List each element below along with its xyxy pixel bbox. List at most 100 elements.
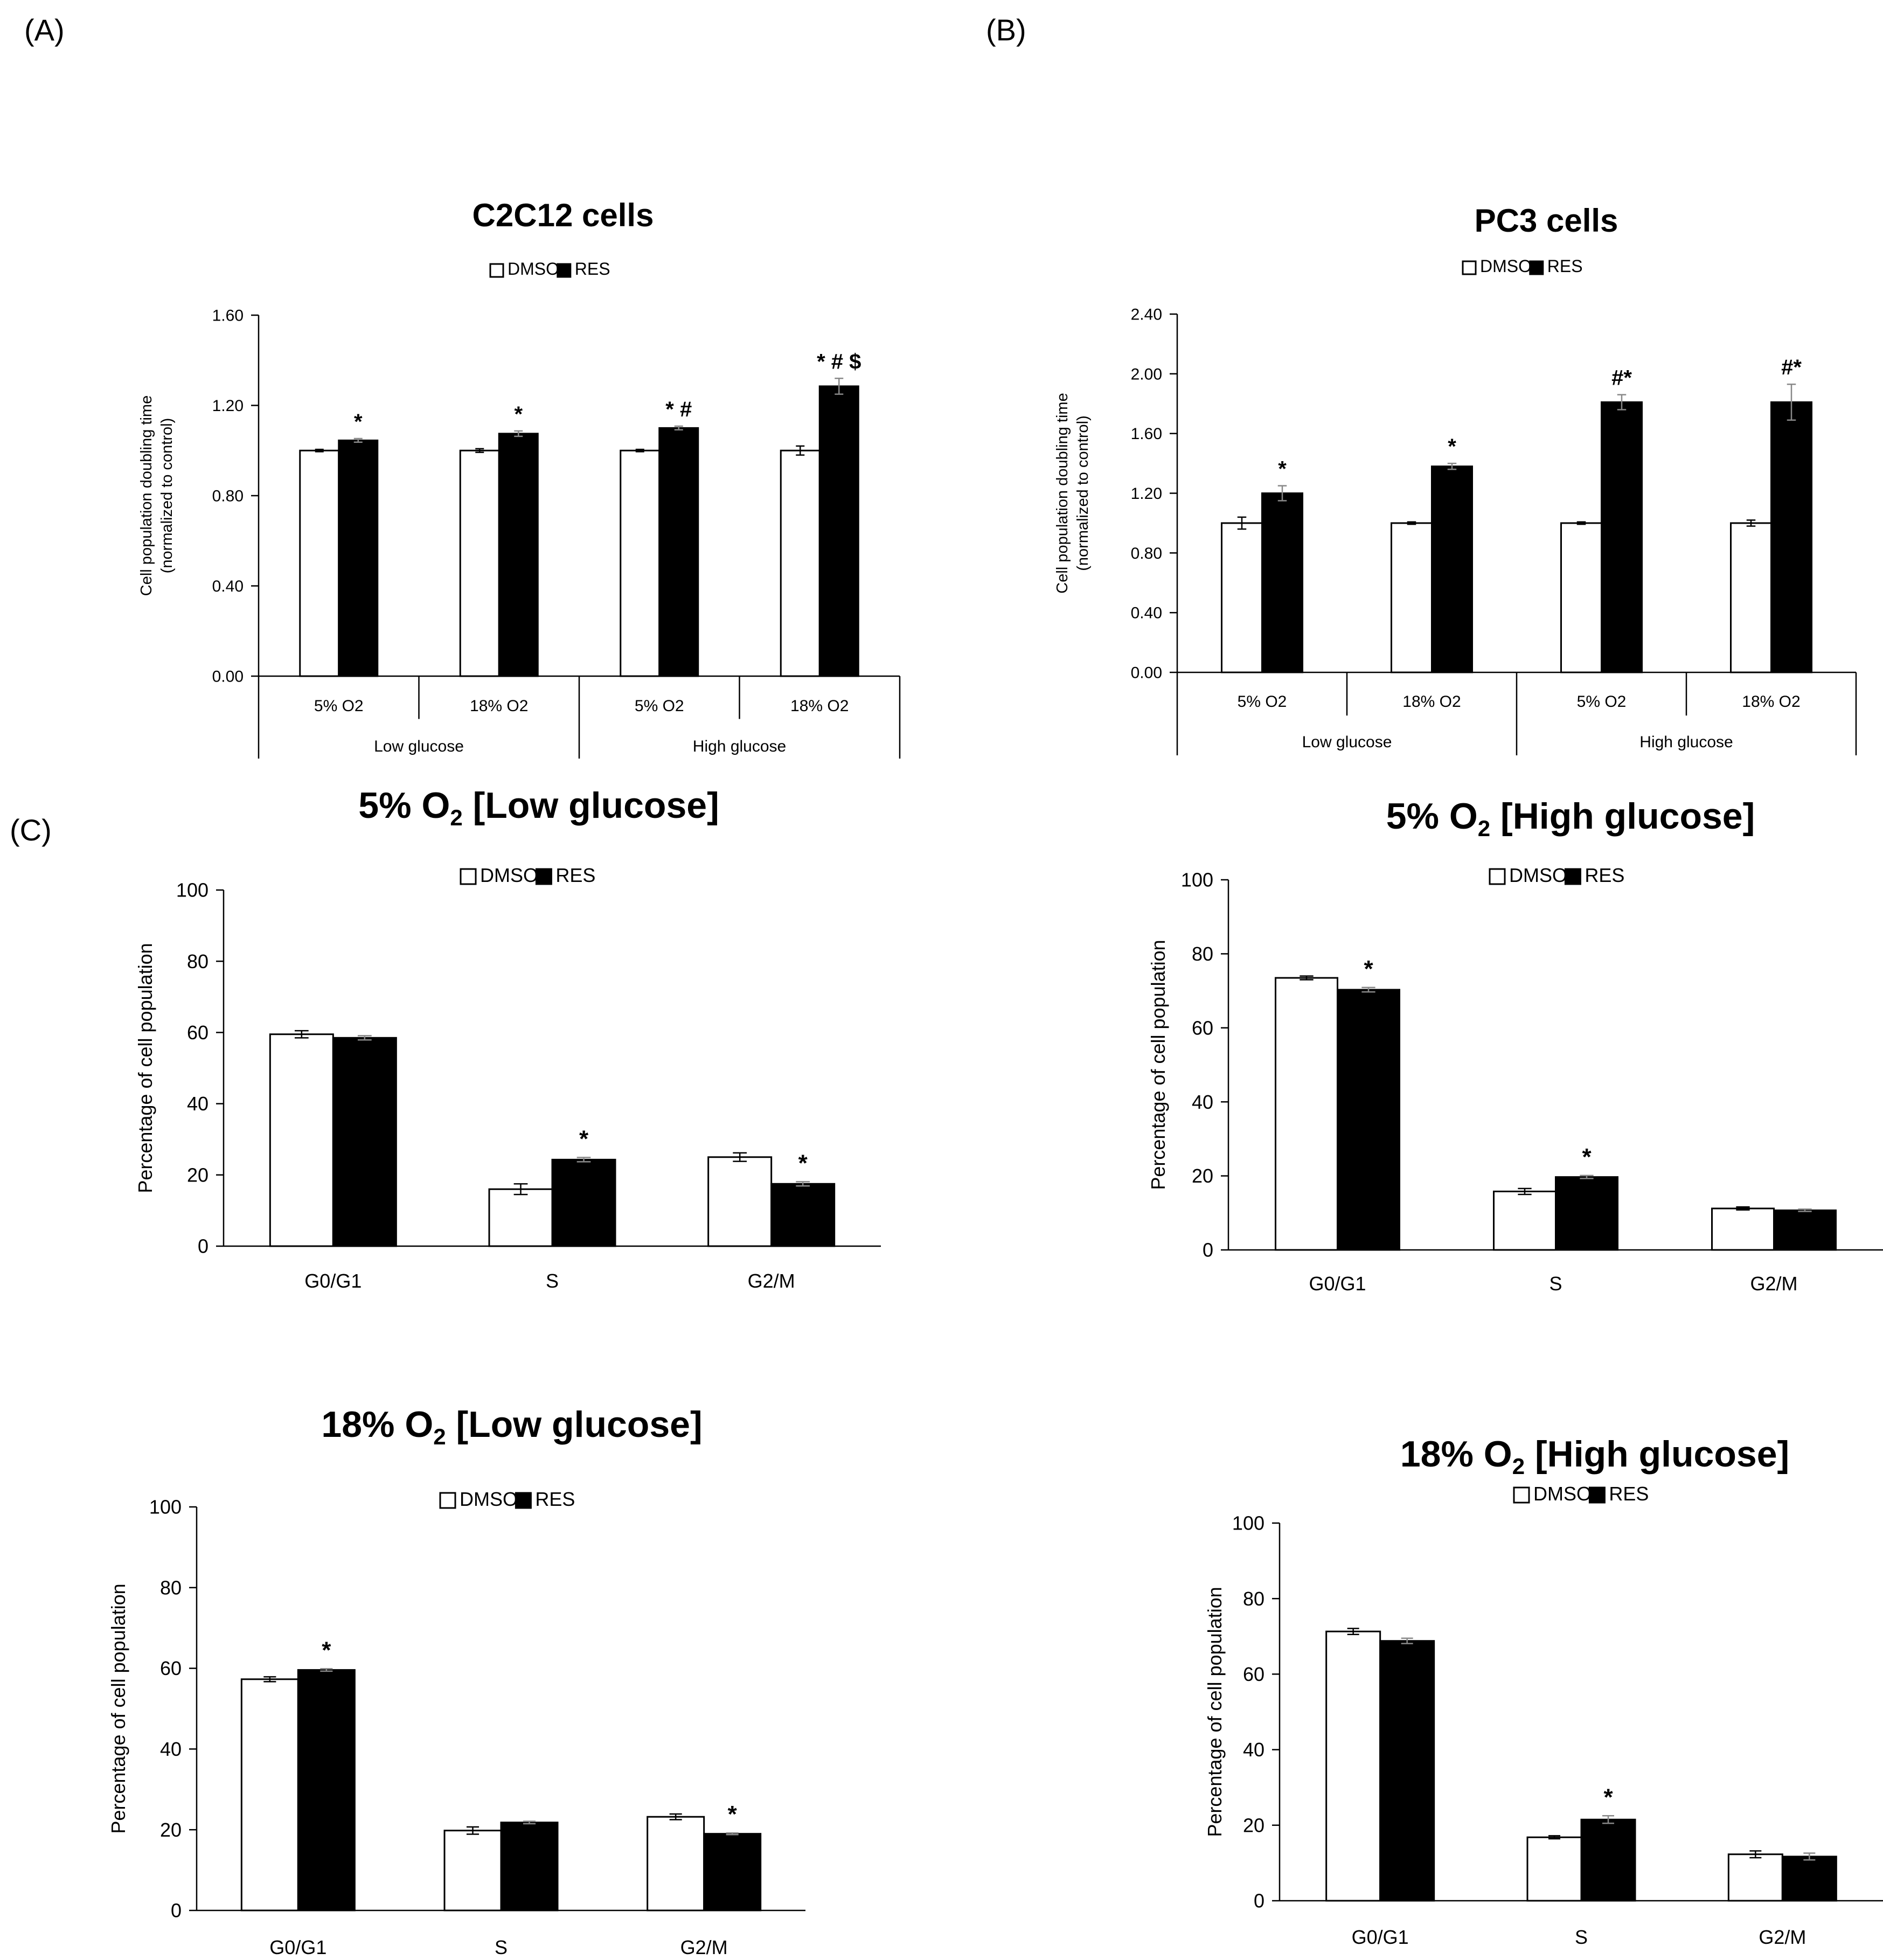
chart-title-part: 18% O [1400,1434,1512,1475]
chart-title-part: [Low glucose] [446,1404,703,1445]
significance-marker: * [322,1637,331,1663]
chart-c1: 5% O2 [Low glucose] DMSO RES 0 20 40 60 80 100 Pe… [134,785,881,1292]
y-tick-label: 60 [1243,1663,1264,1685]
y-tick-label: 2.00 [1131,365,1162,383]
bar-res [500,1822,559,1912]
bar-dmso [707,1156,773,1247]
y-axis-label-line: Percentage of cell population [1147,940,1169,1190]
legend-label-dmso: DMSO [1480,256,1532,276]
legend-swatch-dmso [1513,1486,1530,1504]
chart-title-subscript: 2 [433,1424,446,1449]
bar-res [1773,1209,1837,1251]
legend-label-dmso: DMSO [460,1488,518,1510]
x-tick-label: S [1575,1926,1588,1948]
bar-res [498,433,539,677]
x-tick-label: 5% O2 [1238,693,1287,711]
x-tick-label: S [1549,1273,1562,1295]
y-tick-label: 1.60 [212,307,244,325]
y-tick-label: 1.60 [1131,425,1162,443]
legend-label-res: RES [1585,864,1624,886]
legend-label-dmso: DMSO [480,864,538,886]
bar-dmso [1730,522,1772,673]
y-axis-label: Percentage of cell population [1147,940,1169,1190]
chart-title-part: 5% O [1386,796,1478,837]
bar-res [297,1669,356,1912]
legend-swatch-res [1529,260,1544,275]
chart-title-subscript: 2 [450,805,462,830]
x-tick-label: 18% O2 [470,697,528,715]
legend-swatch-res [557,263,572,278]
chart-title: C2C12 cells [473,197,654,233]
legend-label-res: RES [535,1488,575,1510]
y-axis-label-line: Cell population doubling time [1054,393,1071,593]
bar-dmso [1275,977,1338,1251]
y-tick-label: 40 [160,1738,182,1760]
y-tick-label: 60 [187,1021,209,1044]
significance-marker: * [1278,457,1287,481]
y-tick-label: 0.80 [1131,545,1162,562]
legend-label-dmso: DMSO [508,259,559,279]
bar-res [1601,401,1643,673]
y-axis-label-line: (normalized to control) [1074,415,1092,571]
chart-title-part: [High glucose] [1525,1434,1789,1475]
bar-dmso [1325,1630,1381,1902]
chart-title-subscript: 2 [1512,1454,1525,1479]
chart-c3: 18% O2 [Low glucose] DMSO RES 0 20 40 60 80 100 P… [107,1404,805,1958]
y-tick-label: 80 [1192,943,1213,965]
y-tick-label: 0 [1203,1239,1213,1261]
y-axis-label: Percentage of cell population [1204,1587,1226,1837]
y-tick-label: 0 [1254,1890,1264,1912]
chart-title: 5% O2 [High glucose] [1386,796,1755,841]
legend-label-res: RES [575,259,610,279]
chart-b: PC3 cells DMSO RES 0.00 0.40 0.80 1.20 1.60 2.00… [1054,203,1857,755]
x-group-label: High glucose [1639,733,1733,751]
y-tick-label: 0.40 [212,578,244,595]
bar-dmso [647,1816,705,1912]
significance-marker: * [1364,956,1373,982]
chart-title-part: [High glucose] [1490,796,1755,837]
legend-swatch-res [1588,1486,1606,1504]
legend-label-res: RES [555,864,595,886]
y-tick-label: 40 [1192,1091,1213,1113]
significance-marker: * [798,1150,808,1176]
significance-marker: * [354,410,363,434]
y-axis-label-line: (normalized to control) [158,418,176,574]
chart-title: 5% O2 [Low glucose] [358,785,719,830]
y-tick-label: 0 [171,1900,182,1922]
y-tick-label: 80 [160,1576,182,1598]
x-tick-label: G0/G1 [1352,1926,1409,1948]
significance-marker: * [728,1801,738,1827]
panel-label-a: (A) [24,13,65,47]
significance-marker: * [1448,435,1456,458]
y-tick-label: 80 [187,950,209,972]
legend-swatch-dmso [439,1492,456,1509]
x-tick-label: S [495,1936,508,1958]
bar-res [332,1037,397,1247]
x-tick-label: 5% O2 [635,697,684,715]
y-tick-label: 20 [1192,1165,1213,1187]
y-tick-label: 100 [149,1496,182,1518]
panel-label-b: (B) [986,13,1026,47]
x-tick-label: G2/M [748,1270,795,1292]
chart-a: C2C12 cells DMSO RES 0.00 0.40 0.80 1.20 1.60 Ce… [138,197,901,759]
bar-res [1431,465,1473,673]
bar-res [658,427,699,677]
bar-res [1580,1818,1636,1902]
bar-dmso [620,449,661,677]
bar-dmso [1493,1190,1557,1251]
y-tick-label: 0.00 [1131,664,1162,682]
y-tick-label: 2.40 [1131,306,1162,324]
y-tick-label: 40 [187,1093,209,1115]
y-tick-label: 100 [176,879,209,901]
y-tick-label: 60 [1192,1017,1213,1039]
bar-dmso [1526,1836,1582,1902]
y-tick-label: 100 [1232,1512,1264,1534]
bar-res [1261,492,1303,673]
bar-res [1337,989,1400,1251]
x-tick-label: G2/M [680,1936,728,1958]
legend-swatch-dmso [1462,260,1477,275]
legend-swatch-dmso [489,263,504,278]
y-tick-label: 0.40 [1131,604,1162,622]
legend-swatch-res [535,868,552,885]
